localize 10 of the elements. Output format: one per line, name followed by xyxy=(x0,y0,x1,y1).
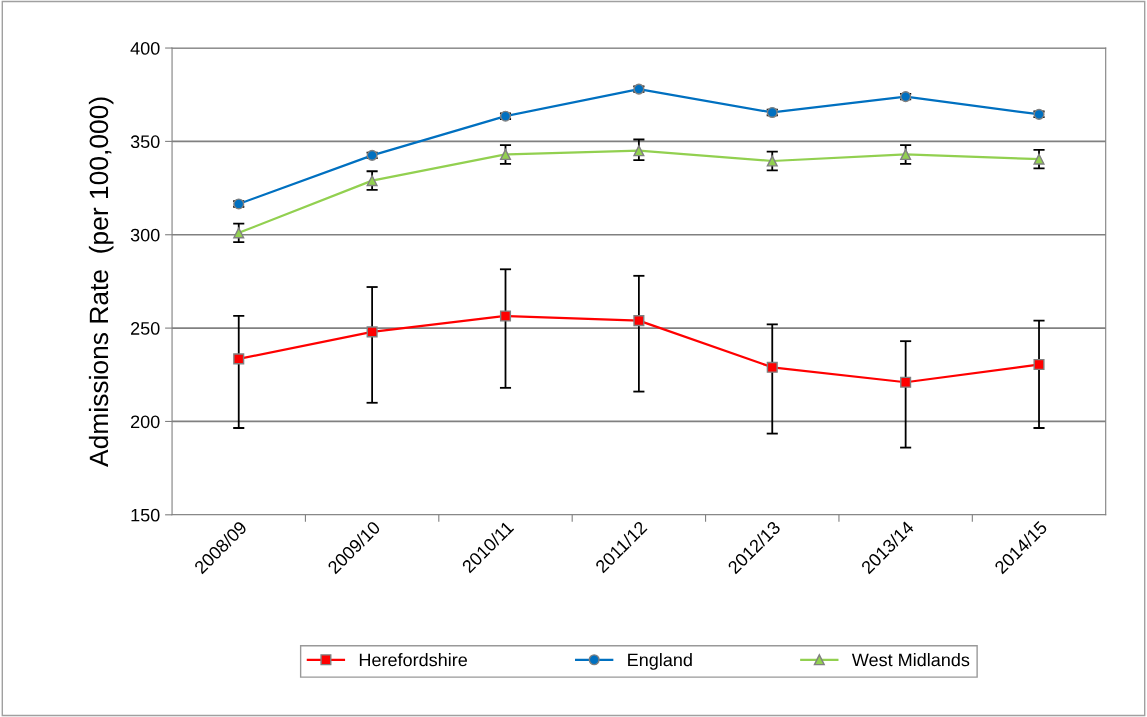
y-tick-label: 400 xyxy=(130,41,160,55)
y-tick-label: 200 xyxy=(131,415,160,429)
y-tick-label: 300 xyxy=(130,228,160,242)
y-tick-label: 150 xyxy=(131,508,160,522)
legend-label: England xyxy=(628,653,692,670)
y-tick-label: 350 xyxy=(130,135,160,149)
legend-label: West Midlands xyxy=(851,653,970,667)
legend-label: Herefordshire xyxy=(359,653,467,667)
y-tick-label: 250 xyxy=(131,322,160,335)
y-axis-title: Admissions Rate (per 100,000) xyxy=(88,97,114,467)
